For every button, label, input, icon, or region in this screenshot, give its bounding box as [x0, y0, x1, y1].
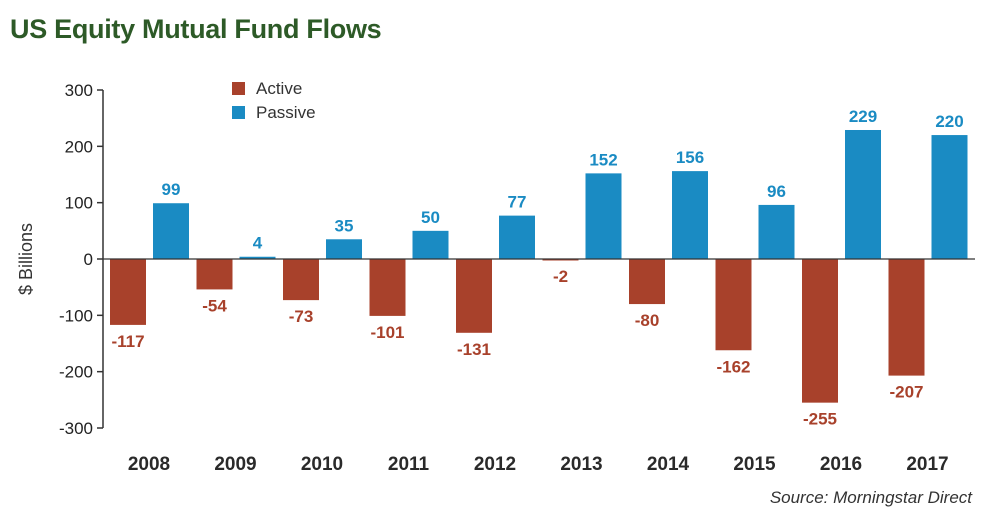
- bar-active-2017: [888, 259, 925, 376]
- data-label-active-2011: -101: [370, 323, 404, 342]
- x-category-label: 2010: [301, 454, 343, 475]
- y-axis-title: $ Billions: [16, 223, 36, 295]
- data-label-active-2012: -131: [457, 340, 491, 359]
- data-label-passive-2010: 35: [335, 216, 354, 235]
- y-tick-label: 300: [65, 81, 93, 100]
- data-label-active-2016: -255: [803, 410, 837, 429]
- bar-passive-2015: [758, 204, 795, 259]
- bar-passive-2013: [585, 173, 622, 259]
- x-category-label: 2017: [906, 454, 948, 475]
- bar-active-2016: [802, 259, 838, 403]
- data-label-active-2008: -117: [111, 332, 144, 351]
- data-label-active-2010: -73: [289, 307, 314, 326]
- x-category-label: 2014: [647, 454, 690, 475]
- y-tick-label: -100: [59, 306, 93, 325]
- bar-passive-2011: [412, 230, 449, 259]
- data-label-active-2015: -162: [716, 357, 750, 376]
- bar-active-2013: [542, 259, 579, 261]
- bar-passive-2008: [153, 203, 189, 259]
- legend-label-active: Active: [256, 79, 302, 98]
- data-label-passive-2013: 152: [589, 150, 617, 169]
- y-tick-label: -200: [59, 363, 93, 382]
- data-label-active-2013: -2: [553, 267, 568, 286]
- x-category-label: 2009: [214, 454, 256, 475]
- x-category-label: 2011: [388, 454, 430, 475]
- data-label-passive-2012: 77: [508, 193, 527, 212]
- x-category-label: 2012: [474, 454, 516, 475]
- legend-label-passive: Passive: [256, 103, 316, 122]
- source-note: Source: Morningstar Direct: [769, 488, 972, 507]
- data-label-active-2014: -80: [635, 311, 660, 330]
- data-label-passive-2014: 156: [676, 148, 704, 167]
- data-label-active-2009: -54: [202, 296, 227, 315]
- bar-active-2014: [629, 259, 665, 305]
- y-tick-label: 0: [84, 250, 93, 269]
- x-category-label: 2016: [820, 454, 862, 475]
- bar-active-2015: [715, 259, 752, 351]
- data-label-passive-2017: 220: [935, 112, 963, 131]
- bar-active-2010: [283, 259, 319, 301]
- data-label-active-2017: -207: [889, 383, 923, 402]
- bar-active-2009: [196, 259, 233, 290]
- x-category-label: 2015: [733, 454, 776, 475]
- bar-passive-2012: [499, 215, 535, 259]
- bar-passive-2017: [931, 135, 968, 259]
- bar-active-2008: [110, 259, 146, 325]
- legend-swatch-active: [232, 82, 245, 95]
- y-tick-label: 200: [65, 137, 93, 156]
- x-category-label: 2008: [128, 454, 170, 475]
- data-label-passive-2016: 229: [849, 107, 877, 126]
- y-tick-label: 100: [65, 194, 93, 213]
- data-label-passive-2011: 50: [421, 208, 440, 227]
- bar-active-2011: [369, 259, 406, 316]
- bar-passive-2010: [326, 239, 362, 259]
- bar-passive-2009: [239, 256, 276, 259]
- data-label-passive-2015: 96: [767, 182, 786, 201]
- bar-active-2012: [456, 259, 492, 333]
- data-label-passive-2009: 4: [253, 234, 263, 253]
- y-tick-label: -300: [59, 419, 93, 438]
- data-label-passive-2008: 99: [162, 180, 181, 199]
- legend-swatch-passive: [232, 106, 245, 119]
- chart-title: US Equity Mutual Fund Flows: [10, 14, 382, 44]
- x-category-label: 2013: [560, 454, 602, 475]
- bar-passive-2014: [672, 171, 708, 259]
- bar-passive-2016: [845, 129, 881, 259]
